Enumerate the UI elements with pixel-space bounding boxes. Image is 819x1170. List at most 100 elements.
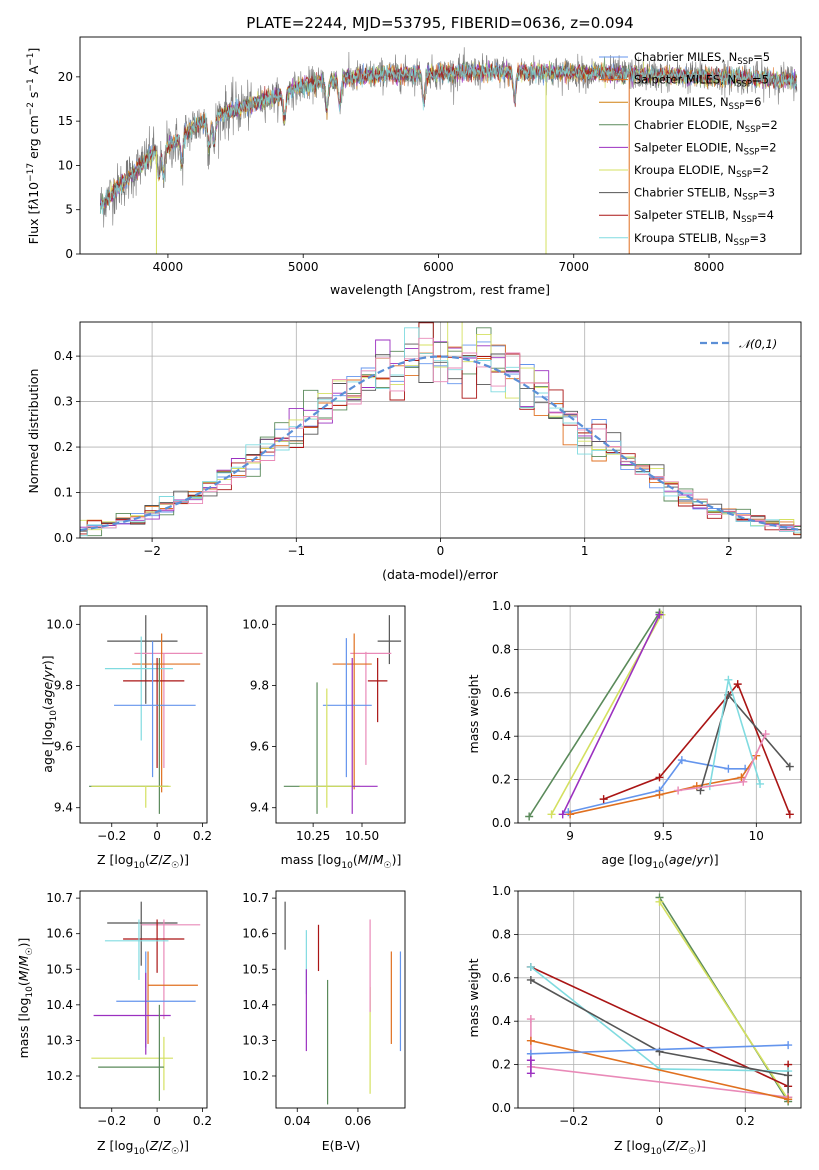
legend-label: Kroupa STELIB, NSSP=3 — [634, 231, 766, 248]
residual-histogram-series — [80, 322, 801, 536]
errorbar-point — [91, 1036, 173, 1091]
x-tick-label: 0 — [656, 1114, 664, 1128]
legend-value: =2 — [761, 118, 778, 132]
residual-histogram-series — [80, 322, 801, 535]
weight-series-marker — [785, 810, 794, 819]
y-tick-label: 0.6 — [492, 686, 511, 700]
x-tick-label: 0 — [153, 829, 161, 843]
errorbar-point — [114, 641, 196, 778]
x-tick-label: 0.2 — [193, 829, 212, 843]
reference-legend-label: 𝒩(0,1) — [739, 337, 777, 351]
errorbar-point — [123, 919, 185, 973]
weight-series-marker — [761, 730, 770, 739]
y-tick-label: 0.2 — [492, 773, 511, 787]
legend-label: Salpeter MILES, NSSP=5 — [634, 73, 769, 90]
weight-series-marker — [784, 1041, 793, 1050]
x-tick-label: 10 — [749, 829, 764, 843]
weight-series-marker — [737, 773, 746, 782]
weight-series-line — [561, 614, 661, 815]
y-tick-label: 10.6 — [242, 927, 269, 941]
y-tick-label: 10.2 — [242, 1069, 269, 1083]
ageZ-xlabel: Z [log10(Z/Z☉)] — [97, 852, 189, 871]
legend-subscript: SSP — [734, 238, 750, 248]
legend-subscript: SSP — [741, 215, 757, 225]
weight-series-marker — [525, 812, 534, 821]
errorbar-point — [107, 615, 178, 704]
y-tick-label: 0.1 — [54, 486, 73, 500]
weight-series-marker — [526, 1056, 535, 1065]
legend-label: Kroupa MILES, NSSP=6 — [634, 95, 761, 112]
y-tick-label: 0.6 — [492, 971, 511, 985]
weight-series-marker — [599, 795, 608, 804]
weight-series-marker — [547, 810, 556, 819]
x-tick-label: −1 — [287, 544, 305, 558]
weight-series-marker — [724, 764, 733, 773]
x-tick-label: 0.2 — [193, 1114, 212, 1128]
y-tick-label: 0.4 — [492, 729, 511, 743]
x-tick-label: 4000 — [153, 260, 184, 274]
errorbar-point — [147, 951, 198, 1044]
y-tick-label: 9.8 — [250, 678, 269, 692]
weight-series-marker — [655, 610, 664, 619]
mass-vs-metallicity-panel: −0.2 0 0.2 10.2 10.3 10.4 10.5 10.6 10.7 — [46, 890, 212, 1128]
legend-value: =4 — [757, 208, 774, 222]
wAge-xlabel: age [log10(age/yr)] — [601, 852, 718, 871]
y-tick-label: 0.0 — [492, 1101, 511, 1115]
model-spectrum-line — [99, 63, 798, 215]
weight-series-marker — [724, 675, 733, 684]
weight-series-line — [528, 612, 661, 817]
weight-series-marker — [526, 1069, 535, 1078]
errorbar-point — [104, 919, 169, 980]
axes-frame — [275, 605, 406, 824]
plot-area — [89, 615, 203, 814]
legend-value: =3 — [758, 186, 775, 200]
y-tick-label: 0.2 — [492, 1058, 511, 1072]
x-tick-label: 6000 — [423, 260, 454, 274]
wZ-xlabel: Z [log10(Z/Z☉)] — [614, 1138, 706, 1157]
y-tick-label: 9.6 — [54, 740, 73, 754]
residual-histogram-series — [80, 322, 801, 537]
x-tick-label: 0.04 — [284, 1114, 311, 1128]
weight-vs-age-panel: 9 9.5 10 0.0 0.2 0.4 0.6 0.8 1.0 — [492, 599, 802, 843]
y-tick-label: 10.7 — [46, 891, 73, 905]
plot-area — [91, 901, 201, 1101]
weight-series — [599, 680, 794, 819]
errorbar-point — [322, 638, 372, 778]
mZ-ylabel: mass [log10(M/M☉)] — [16, 938, 35, 1059]
errorbar-point — [91, 785, 171, 808]
spectrum-legend: Chabrier MILES, NSSP=5 Salpeter MILES, NS… — [599, 50, 778, 248]
axes-frame — [517, 605, 802, 824]
y-tick-label: 9.4 — [250, 801, 269, 815]
weight-series-line — [568, 759, 746, 813]
weight-series-marker — [756, 779, 765, 788]
weight-series-marker — [655, 790, 664, 799]
x-tick-label: 7000 — [558, 260, 589, 274]
weight-series-line — [530, 1039, 789, 1101]
x-tick-label: 0.2 — [736, 1114, 755, 1128]
residuals-xlabel: (data-model)/error — [382, 567, 499, 582]
errorbar-point — [107, 901, 178, 966]
legend-subscript: SSP — [744, 147, 760, 157]
residual-histogram-panel: −2 −1 0 1 2 0.0 0.1 0.2 0.3 0.4 𝒩(0,1) — [54, 321, 802, 558]
weight-series-marker — [674, 786, 683, 795]
legend-value: =5 — [752, 73, 769, 87]
spectrum-xlabel: wavelength [Angstrom, rest frame] — [330, 282, 550, 297]
legend-subscript: SSP — [729, 102, 745, 112]
legend-label: Salpeter STELIB, NSSP=4 — [634, 208, 774, 225]
x-tick-label: 8000 — [694, 260, 725, 274]
weight-series-line — [530, 1044, 789, 1055]
y-tick-label: 0.8 — [492, 642, 511, 656]
legend-value: =3 — [749, 231, 766, 245]
residual-histogram-series — [80, 344, 801, 532]
plot-area — [525, 608, 794, 821]
weight-vs-metallicity-panel: −0.2 0 0.2 0.0 0.2 0.4 0.6 0.8 1.0 — [492, 884, 802, 1128]
x-tick-label: 2 — [725, 544, 733, 558]
y-tick-label: 10.6 — [46, 927, 73, 941]
residual-histogram-series — [80, 337, 801, 532]
weight-series — [558, 610, 664, 819]
y-tick-label: 0.4 — [54, 349, 73, 363]
y-tick-label: 0.2 — [54, 440, 73, 454]
weight-series — [526, 1056, 535, 1078]
legend-subscript: SSP — [736, 80, 752, 90]
y-tick-label: 0.0 — [492, 816, 511, 830]
